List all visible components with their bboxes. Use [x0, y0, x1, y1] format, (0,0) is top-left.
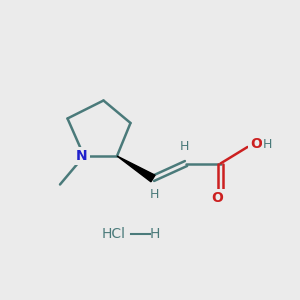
- Text: H: H: [149, 227, 160, 241]
- Text: H: H: [150, 188, 159, 202]
- Text: H: H: [263, 137, 272, 151]
- Text: O: O: [250, 137, 262, 151]
- Text: O: O: [212, 191, 224, 205]
- Text: H: H: [180, 140, 189, 154]
- Text: HCl: HCl: [102, 227, 126, 241]
- Polygon shape: [117, 156, 155, 182]
- Text: N: N: [76, 149, 88, 163]
